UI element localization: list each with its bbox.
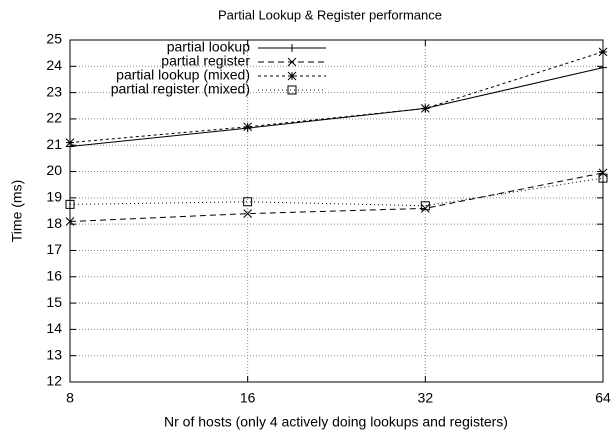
- legend-marker: [287, 71, 297, 81]
- x-tick-label: 64: [595, 390, 611, 406]
- chart-title: Partial Lookup & Register performance: [218, 7, 442, 22]
- data-point: [65, 217, 75, 226]
- data-point: [65, 199, 75, 209]
- legend-label: partial lookup (mixed): [116, 67, 250, 83]
- legend-label: partial lookup: [167, 39, 250, 55]
- legend-marker: [287, 85, 297, 95]
- plot-border: [69, 39, 604, 383]
- y-tick-label: 18: [46, 215, 62, 231]
- y-tick-label: 21: [46, 136, 62, 152]
- y-tick-label: 20: [46, 162, 62, 178]
- series-line: [69, 51, 604, 144]
- data-point: [598, 47, 608, 57]
- legend-marker: [288, 44, 296, 52]
- legend-label: partial register: [161, 53, 250, 69]
- data-point: [598, 173, 608, 183]
- x-tick-label: 8: [66, 390, 74, 406]
- y-tick-label: 19: [46, 189, 62, 205]
- data-point: [420, 104, 430, 113]
- data-point: [420, 201, 430, 211]
- legend-label: partial register (mixed): [111, 81, 250, 97]
- data-point: [598, 168, 608, 178]
- y-tick-label: 23: [46, 83, 62, 99]
- x-axis-label: Nr of hosts (only 4 actively doing looku…: [164, 414, 508, 430]
- x-tick-label: 16: [240, 390, 256, 406]
- x-tick-label: 32: [418, 390, 434, 406]
- y-tick-label: 13: [46, 346, 62, 362]
- y-tick-label: 14: [46, 320, 62, 336]
- y-tick-label: 15: [46, 294, 62, 310]
- data-point: [599, 63, 607, 72]
- y-tick-label: 16: [46, 267, 62, 283]
- series-line: [69, 172, 604, 223]
- legend-marker: [287, 57, 297, 67]
- y-tick-label: 22: [46, 110, 62, 126]
- y-axis-label: Time (ms): [9, 180, 25, 242]
- series-line: [69, 67, 604, 148]
- series-line: [69, 177, 604, 207]
- data-point: [65, 138, 75, 147]
- y-tick-label: 12: [46, 373, 62, 389]
- y-tick-label: 24: [46, 57, 62, 73]
- data-point: [243, 197, 253, 207]
- data-point: [243, 209, 253, 218]
- y-tick-label: 17: [46, 241, 62, 257]
- data-point: [243, 122, 253, 132]
- y-tick-label: 25: [46, 31, 62, 47]
